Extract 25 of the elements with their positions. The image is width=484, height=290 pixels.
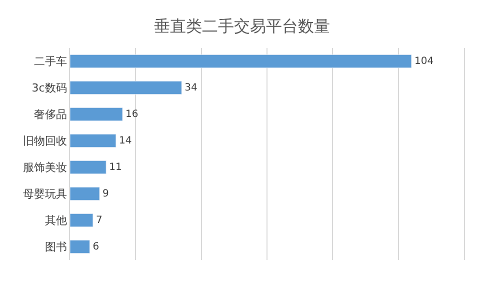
bar [70,160,106,174]
bar [70,134,116,148]
chart-title: 垂直类二手交易平台数量 [154,16,330,36]
y-tick-label: 母婴玩具 [22,188,67,201]
y-tick-label: 服饰美妆 [22,161,67,174]
data-label: 104 [414,56,434,67]
data-label: 9 [102,188,109,200]
y-tick-label: 奢侈品 [34,108,67,122]
y-tick-label: 图书 [44,240,67,254]
data-label: 16 [126,108,138,120]
bar [70,54,412,68]
bar [70,80,182,95]
data-label: 34 [184,82,198,94]
bar [70,186,100,201]
y-tick-label: 旧物回收 [22,134,67,148]
data-label: 14 [118,135,132,146]
data-label: 6 [92,241,100,252]
bar [70,107,123,122]
y-tick-label: 3c数码 [32,82,67,95]
y-tick-label: 二手车 [34,55,67,68]
bar [70,213,94,228]
data-label: 11 [109,162,122,173]
y-tick-label: 其他 [44,214,67,228]
bar [70,240,90,254]
data-label: 7 [96,214,102,226]
